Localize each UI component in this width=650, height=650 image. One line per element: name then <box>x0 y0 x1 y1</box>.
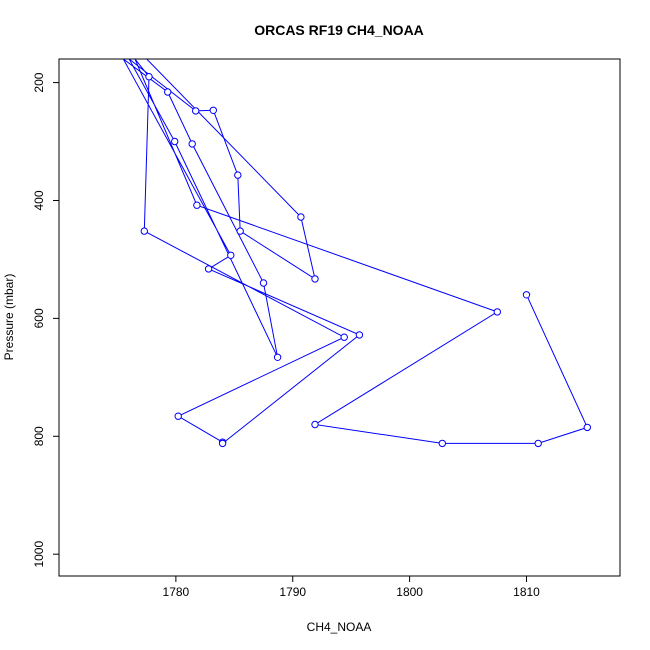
y-tick-label: 800 <box>32 426 46 446</box>
data-point <box>171 137 179 146</box>
x-tick-label: 1800 <box>396 585 423 599</box>
x-tick-label: 1810 <box>513 585 540 599</box>
chart-title: ORCAS RF19 CH4_NOAA <box>254 22 424 38</box>
y-tick-label: 200 <box>32 72 46 92</box>
data-point <box>355 331 364 339</box>
series-line <box>122 59 588 445</box>
plot-frame <box>58 58 621 577</box>
data-point <box>534 439 542 448</box>
data-point <box>297 213 305 221</box>
plot-area <box>122 59 591 448</box>
data-point <box>234 171 242 179</box>
data-point <box>311 420 319 429</box>
x-tick-label: 1780 <box>163 585 190 599</box>
data-point <box>218 439 227 448</box>
data-point <box>193 201 201 209</box>
data-point <box>164 88 172 96</box>
y-axis: 200 400 600 800 1000 <box>32 72 59 568</box>
data-point <box>340 333 348 341</box>
data-point <box>259 279 268 287</box>
x-axis-label: CH4_NOAA <box>307 620 372 634</box>
y-tick-label: 1000 <box>32 541 46 568</box>
x-axis: 1780 1790 1800 1810 <box>163 576 540 599</box>
data-point <box>311 275 319 283</box>
data-point <box>192 107 200 115</box>
data-point <box>140 227 149 235</box>
data-point <box>204 265 213 273</box>
data-point <box>438 439 446 448</box>
data-point <box>174 412 182 420</box>
data-point <box>493 308 501 316</box>
data-point <box>273 353 282 361</box>
y-tick-label: 600 <box>32 308 46 328</box>
data-point <box>236 227 244 235</box>
data-point <box>209 106 218 115</box>
data-point <box>227 251 235 260</box>
y-axis-label: Pressure (mbar) <box>2 274 16 361</box>
data-point <box>188 140 196 148</box>
x-tick-label: 1790 <box>279 585 306 599</box>
y-tick-label: 400 <box>32 190 46 210</box>
data-point <box>522 291 531 299</box>
data-point <box>583 423 591 432</box>
data-point <box>145 73 153 81</box>
